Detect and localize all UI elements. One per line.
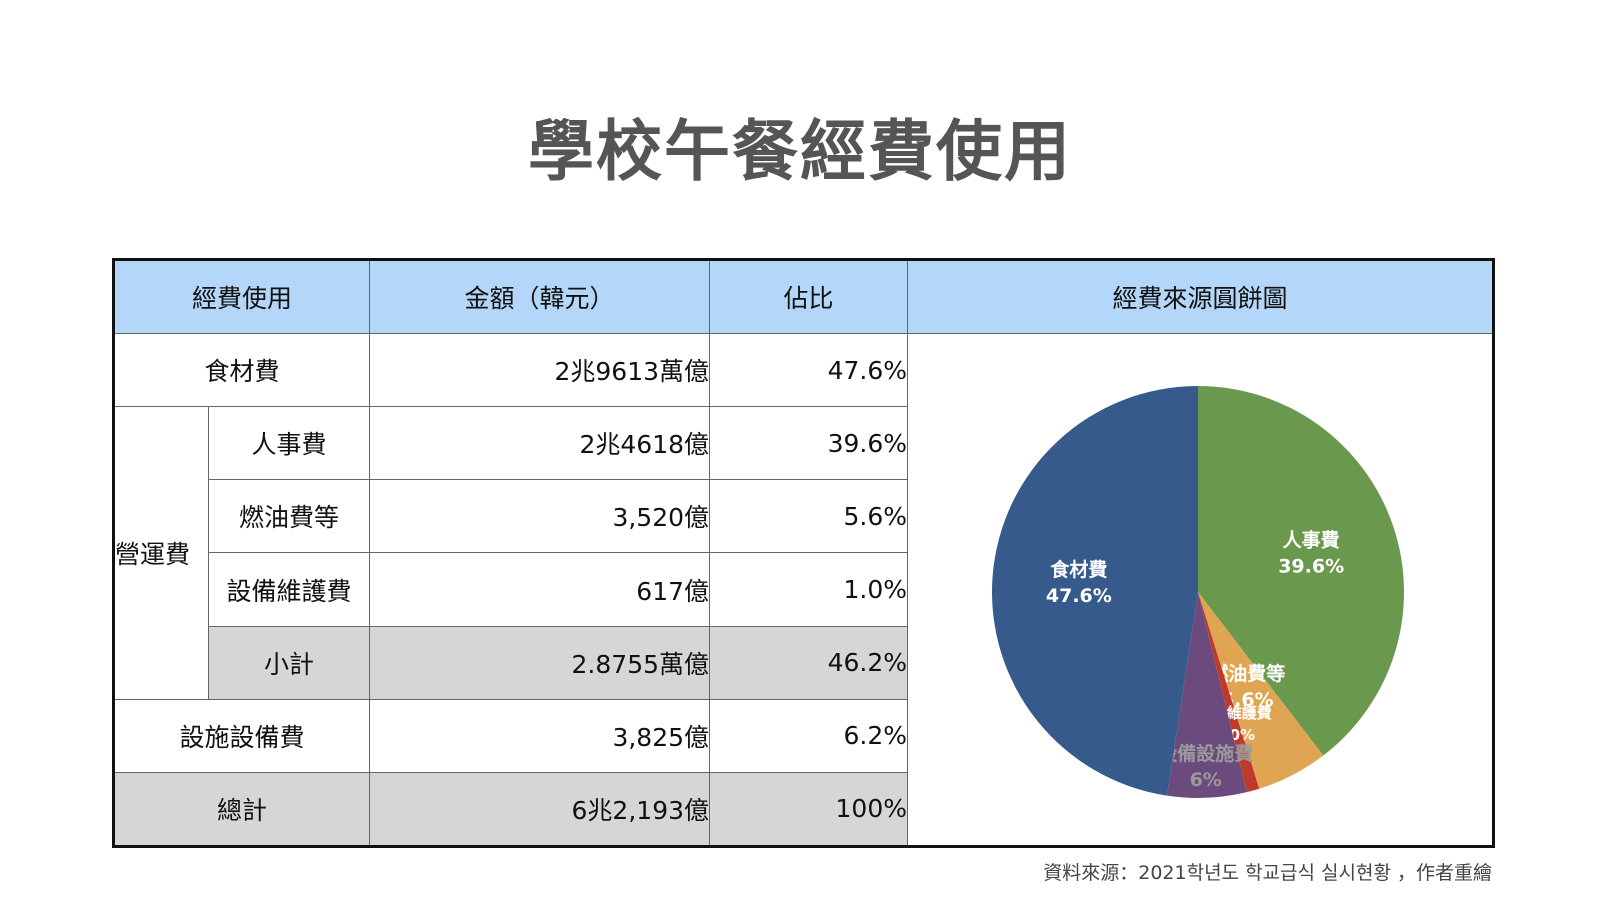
row-amount-total: 6兆2,193億	[369, 771, 711, 848]
pie-slice	[1198, 591, 1324, 789]
row-label-fuel: 燃油費等	[207, 479, 371, 554]
pie-slice	[992, 385, 1199, 796]
header-share: 佔比	[709, 258, 909, 335]
row-group-operating: 營運費	[113, 406, 209, 700]
pie-slice-label: 食材費	[1050, 558, 1107, 581]
pie-slice	[1167, 591, 1247, 798]
table-header-row: 經費使用 金額（韓元） 佔比 經費來源圓餅圖	[112, 258, 1495, 335]
table-row: 營運費 人事費 2兆4618億 39.6%	[113, 406, 1494, 700]
table-row: 設備維護費 617億 1.0%	[114, 552, 1494, 627]
row-amount-personnel: 2兆4618億	[369, 406, 711, 481]
row-amount-fuel: 3,520億	[369, 479, 711, 554]
row-label-total: 總計	[112, 771, 371, 848]
pie-cell: 人事費 39.6% 燃油費等 5.6% 設備維護費 1.0% 設備設施費 6% 食材費 47.6%	[907, 333, 1495, 847]
row-share-subtotal: 46.2%	[709, 625, 909, 700]
row-share-total: 100%	[709, 771, 909, 848]
pie-slice	[1198, 591, 1260, 792]
row-amount-subtotal: 2.8755萬億	[369, 625, 711, 700]
pie-slice	[1198, 385, 1405, 756]
row-amount-food: 2兆9613萬億	[369, 333, 711, 408]
pie-slice-label: 燃油費等	[1209, 662, 1285, 685]
table-row-subtotal: 小計 2.8755萬億 46.2%	[114, 625, 1494, 700]
row-share-facility: 6.2%	[709, 698, 909, 773]
row-amount-facility: 3,825億	[369, 698, 711, 773]
pie-slice-value: 6%	[1190, 768, 1222, 790]
header-pie: 經費來源圓餅圖	[907, 258, 1495, 335]
row-label-maintenance: 設備維護費	[207, 552, 371, 627]
pie-slice-value: 5.6%	[1221, 689, 1274, 711]
row-share-maintenance: 1.0%	[709, 552, 909, 627]
row-share-fuel: 5.6%	[709, 479, 909, 554]
table-row: 食材費 2兆9613萬億 47.6% 人事費 39.6% 燃油費等 5.6% 設備維護費…	[112, 333, 1495, 847]
row-amount-maintenance: 617億	[369, 552, 711, 627]
row-label-food: 食材費	[112, 333, 371, 408]
row-label-subtotal: 小計	[207, 625, 371, 700]
budget-table: 經費使用 金額（韓元） 佔比 經費來源圓餅圖 食材費 2兆9613萬億 47.6…	[112, 258, 1496, 848]
header-usage: 經費使用	[112, 258, 371, 335]
pie-slice-label: 設備設施費	[1158, 741, 1253, 764]
pie-slice-label: 人事費	[1283, 528, 1340, 551]
page-title: 學校午餐經費使用	[528, 113, 1072, 190]
header-amount: 金額（韓元）	[369, 258, 711, 335]
row-label-facility: 設施設備費	[112, 698, 371, 773]
table-row: 燃油費等 3,520億 5.6%	[114, 479, 1494, 554]
pie-slice-value: 39.6%	[1278, 555, 1344, 577]
pie-slice-value: 47.6%	[1046, 585, 1112, 607]
row-share-personnel: 39.6%	[709, 406, 909, 481]
table-row-total: 總計 6兆2,193億 100%	[112, 771, 1494, 848]
source-note: 資料來源：2021학년도 학교급식 실시현황 ，作者重繪	[1043, 862, 1492, 884]
row-share-food: 47.6%	[709, 333, 909, 408]
row-label-personnel: 人事費	[207, 406, 371, 481]
